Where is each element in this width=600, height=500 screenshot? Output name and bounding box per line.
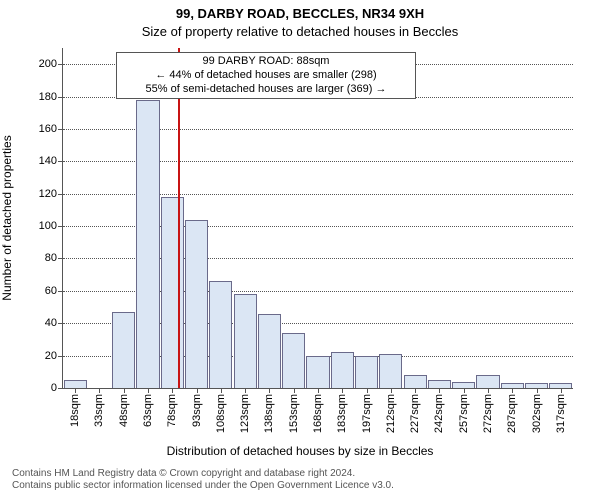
chart-container: 99, DARBY ROAD, BECCLES, NR34 9XH Size o… bbox=[0, 0, 600, 500]
xtick-label: 272sqm bbox=[482, 388, 494, 433]
histogram-bar bbox=[379, 354, 402, 388]
attribution-line2: Contains public sector information licen… bbox=[12, 480, 394, 492]
xtick-label: 48sqm bbox=[118, 388, 130, 427]
y-axis-label: Number of detached properties bbox=[0, 135, 14, 300]
histogram-bar bbox=[282, 333, 305, 388]
xtick-label: 18sqm bbox=[69, 388, 81, 427]
chart-title-line2: Size of property relative to detached ho… bbox=[0, 24, 600, 39]
xtick-label: 183sqm bbox=[336, 388, 348, 433]
histogram-bar bbox=[234, 294, 257, 388]
attribution-line1: Contains HM Land Registry data © Crown c… bbox=[12, 468, 394, 480]
chart-title-line1: 99, DARBY ROAD, BECCLES, NR34 9XH bbox=[0, 6, 600, 21]
histogram-bar bbox=[112, 312, 135, 388]
annotation-box: 99 DARBY ROAD: 88sqm ← 44% of detached h… bbox=[116, 52, 416, 99]
histogram-bar bbox=[428, 380, 451, 388]
ytick-label: 0 bbox=[51, 382, 63, 394]
plot-area: 02040608010012014016018020018sqm33sqm48s… bbox=[62, 48, 573, 389]
histogram-bar bbox=[476, 375, 499, 388]
xtick-label: 242sqm bbox=[433, 388, 445, 433]
ytick-label: 180 bbox=[39, 91, 63, 103]
xtick-label: 212sqm bbox=[385, 388, 397, 433]
xtick-label: 302sqm bbox=[531, 388, 543, 433]
annotation-line1: 99 DARBY ROAD: 88sqm bbox=[123, 55, 409, 69]
xtick-label: 287sqm bbox=[506, 388, 518, 433]
ytick-label: 40 bbox=[45, 317, 63, 329]
attribution-block: Contains HM Land Registry data © Crown c… bbox=[12, 468, 394, 492]
xtick-label: 138sqm bbox=[263, 388, 275, 433]
xtick-label: 227sqm bbox=[409, 388, 421, 433]
xtick-label: 197sqm bbox=[361, 388, 373, 433]
xtick-label: 78sqm bbox=[166, 388, 178, 427]
histogram-bar bbox=[306, 356, 329, 388]
ytick-label: 100 bbox=[39, 220, 63, 232]
histogram-bar bbox=[355, 356, 378, 388]
xtick-label: 108sqm bbox=[215, 388, 227, 433]
histogram-bar bbox=[185, 220, 208, 388]
histogram-bar bbox=[258, 314, 281, 388]
ytick-label: 200 bbox=[39, 58, 63, 70]
xtick-label: 168sqm bbox=[312, 388, 324, 433]
xtick-label: 63sqm bbox=[142, 388, 154, 427]
ytick-label: 140 bbox=[39, 155, 63, 167]
ytick-label: 160 bbox=[39, 123, 63, 135]
xtick-label: 33sqm bbox=[93, 388, 105, 427]
xtick-label: 93sqm bbox=[191, 388, 203, 427]
histogram-bar bbox=[161, 197, 184, 388]
histogram-bar bbox=[209, 281, 232, 388]
ytick-label: 20 bbox=[45, 350, 63, 362]
histogram-bar bbox=[136, 100, 159, 388]
xtick-label: 153sqm bbox=[288, 388, 300, 433]
ytick-label: 120 bbox=[39, 188, 63, 200]
x-axis-label: Distribution of detached houses by size … bbox=[0, 444, 600, 458]
annotation-line3: 55% of semi-detached houses are larger (… bbox=[123, 83, 409, 97]
ytick-label: 60 bbox=[45, 285, 63, 297]
ytick-label: 80 bbox=[45, 252, 63, 264]
xtick-label: 317sqm bbox=[555, 388, 567, 433]
annotation-line2: ← 44% of detached houses are smaller (29… bbox=[123, 69, 409, 83]
xtick-label: 123sqm bbox=[239, 388, 251, 433]
histogram-bar bbox=[331, 352, 354, 388]
xtick-label: 257sqm bbox=[458, 388, 470, 433]
histogram-bar bbox=[64, 380, 87, 388]
histogram-bar bbox=[404, 375, 427, 388]
